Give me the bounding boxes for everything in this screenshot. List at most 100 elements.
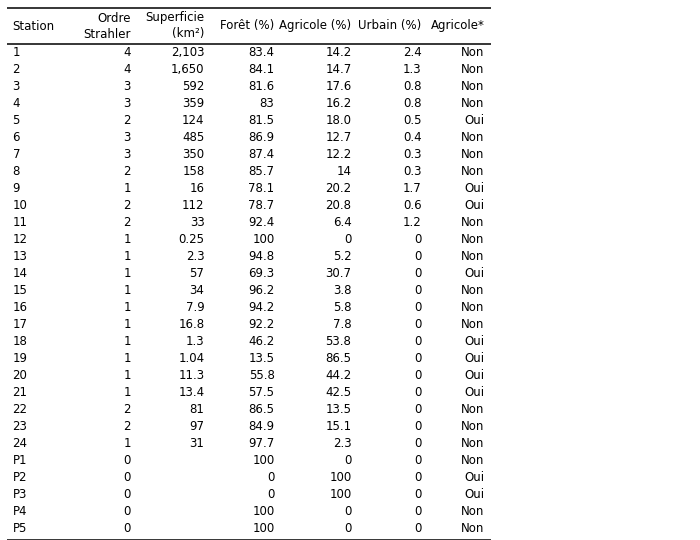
Text: Non: Non — [461, 522, 484, 535]
Text: 2.3: 2.3 — [333, 437, 351, 450]
Text: P1: P1 — [13, 454, 27, 467]
Text: Agricole (%): Agricole (%) — [279, 19, 351, 32]
Text: 0.4: 0.4 — [403, 131, 421, 144]
Text: 57: 57 — [190, 267, 204, 280]
Text: 87.4: 87.4 — [248, 148, 274, 161]
Text: 2: 2 — [123, 165, 131, 178]
Text: 0: 0 — [414, 284, 421, 297]
Text: (km²): (km²) — [172, 28, 204, 40]
Text: 18: 18 — [13, 335, 27, 348]
Text: Non: Non — [461, 505, 484, 518]
Text: 0: 0 — [414, 267, 421, 280]
Text: 0.25: 0.25 — [178, 233, 204, 246]
Text: 14: 14 — [13, 267, 27, 280]
Text: 15: 15 — [13, 284, 27, 297]
Text: 84.9: 84.9 — [248, 420, 274, 433]
Text: 94.8: 94.8 — [248, 250, 274, 263]
Text: 0: 0 — [124, 488, 131, 501]
Text: 0: 0 — [124, 522, 131, 535]
Text: 1: 1 — [123, 233, 131, 246]
Text: 13: 13 — [13, 250, 27, 263]
Text: Non: Non — [461, 437, 484, 450]
Text: 100: 100 — [252, 522, 274, 535]
Text: 13.4: 13.4 — [178, 386, 204, 399]
Text: Oui: Oui — [464, 199, 484, 212]
Text: 592: 592 — [182, 80, 204, 93]
Text: 0: 0 — [414, 318, 421, 331]
Text: P4: P4 — [13, 505, 27, 518]
Text: Ordre: Ordre — [97, 11, 131, 24]
Text: 112: 112 — [182, 199, 204, 212]
Text: 0: 0 — [414, 335, 421, 348]
Text: 78.1: 78.1 — [248, 182, 274, 195]
Text: 11: 11 — [13, 216, 27, 229]
Text: 81: 81 — [190, 403, 204, 416]
Text: 10: 10 — [13, 199, 27, 212]
Text: 1: 1 — [123, 437, 131, 450]
Text: 34: 34 — [190, 284, 204, 297]
Text: 8: 8 — [13, 165, 20, 178]
Text: 0: 0 — [414, 403, 421, 416]
Text: Superficie: Superficie — [146, 11, 204, 24]
Text: 1: 1 — [123, 284, 131, 297]
Text: 1: 1 — [13, 46, 20, 59]
Text: Non: Non — [461, 318, 484, 331]
Text: Non: Non — [461, 148, 484, 161]
Text: 100: 100 — [252, 505, 274, 518]
Text: 7: 7 — [13, 148, 20, 161]
Text: 3: 3 — [124, 97, 131, 110]
Text: 97: 97 — [190, 420, 204, 433]
Text: 46.2: 46.2 — [248, 335, 274, 348]
Text: 350: 350 — [183, 148, 204, 161]
Text: Station: Station — [13, 19, 55, 32]
Text: Oui: Oui — [464, 369, 484, 382]
Text: 0: 0 — [414, 454, 421, 467]
Text: Non: Non — [461, 216, 484, 229]
Text: 2: 2 — [123, 114, 131, 127]
Text: 86.5: 86.5 — [326, 352, 351, 365]
Text: 0.3: 0.3 — [403, 165, 421, 178]
Text: 0: 0 — [344, 522, 351, 535]
Text: 22: 22 — [13, 403, 27, 416]
Text: 0.3: 0.3 — [403, 148, 421, 161]
Text: 19: 19 — [13, 352, 27, 365]
Text: 1: 1 — [123, 250, 131, 263]
Text: 0: 0 — [414, 522, 421, 535]
Text: 31: 31 — [190, 437, 204, 450]
Text: 3: 3 — [124, 148, 131, 161]
Text: 12: 12 — [13, 233, 27, 246]
Text: 100: 100 — [329, 488, 351, 501]
Text: 4: 4 — [13, 97, 20, 110]
Text: 16.2: 16.2 — [326, 97, 351, 110]
Text: Oui: Oui — [464, 267, 484, 280]
Text: 97.7: 97.7 — [248, 437, 274, 450]
Text: 23: 23 — [13, 420, 27, 433]
Text: 81.5: 81.5 — [248, 114, 274, 127]
Text: 0: 0 — [414, 420, 421, 433]
Text: 2.4: 2.4 — [402, 46, 421, 59]
Text: 0.8: 0.8 — [403, 80, 421, 93]
Text: 485: 485 — [182, 131, 204, 144]
Text: 6.4: 6.4 — [332, 216, 351, 229]
Text: 0: 0 — [344, 505, 351, 518]
Text: 85.7: 85.7 — [248, 165, 274, 178]
Text: 20.8: 20.8 — [326, 199, 351, 212]
Text: 1: 1 — [123, 318, 131, 331]
Text: 1: 1 — [123, 352, 131, 365]
Text: 0: 0 — [124, 505, 131, 518]
Text: Agricole*: Agricole* — [430, 19, 484, 32]
Text: 100: 100 — [329, 471, 351, 484]
Text: 78.7: 78.7 — [248, 199, 274, 212]
Text: 5.2: 5.2 — [333, 250, 351, 263]
Text: 4: 4 — [123, 46, 131, 59]
Text: 0: 0 — [414, 250, 421, 263]
Text: Forêt (%): Forêt (%) — [220, 19, 274, 32]
Text: 11.3: 11.3 — [178, 369, 204, 382]
Text: Non: Non — [461, 301, 484, 314]
Text: 94.2: 94.2 — [248, 301, 274, 314]
Text: 57.5: 57.5 — [248, 386, 274, 399]
Text: 13.5: 13.5 — [326, 403, 351, 416]
Text: 6: 6 — [13, 131, 20, 144]
Text: 14.7: 14.7 — [326, 63, 351, 76]
Text: Oui: Oui — [464, 114, 484, 127]
